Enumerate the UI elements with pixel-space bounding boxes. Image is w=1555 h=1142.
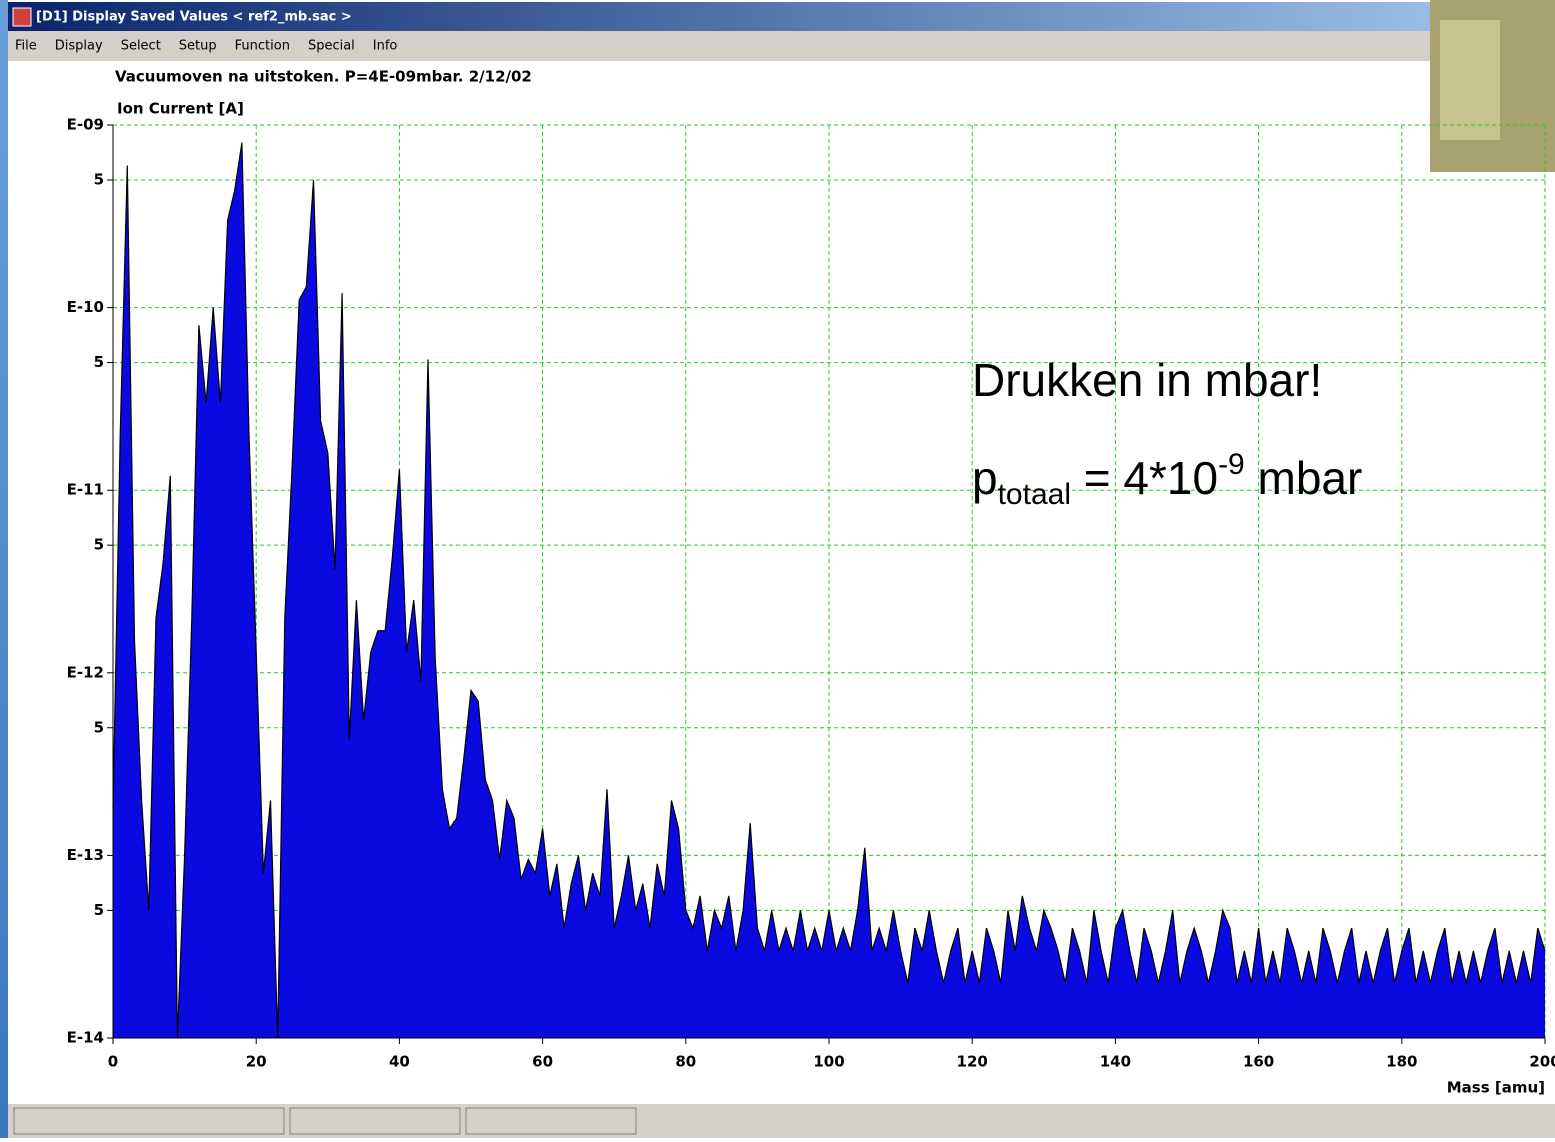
x-tick-label: 120: [957, 1053, 988, 1071]
x-tick-label: 0: [108, 1053, 118, 1071]
menu-item[interactable]: Special: [308, 39, 355, 54]
y-tick-label: 5: [94, 901, 104, 919]
window-icon: [13, 8, 31, 26]
y-tick-label: E-09: [67, 116, 104, 134]
annotation: Drukken in mbar!: [972, 354, 1322, 406]
annotation-part: = 4*10: [1071, 452, 1218, 504]
y-tick-label: E-11: [67, 481, 104, 499]
x-axis-label: Mass [amu]: [1447, 1079, 1545, 1097]
y-tick-label: 5: [94, 536, 104, 554]
x-tick-label: 160: [1243, 1053, 1274, 1071]
y-tick-label: E-12: [67, 663, 104, 681]
photo-detail: [1440, 20, 1500, 140]
annotation-subscript: totaal: [998, 478, 1071, 511]
annotation-superscript: -9: [1218, 448, 1245, 481]
window-title: [D1] Display Saved Values < ref2_mb.sac …: [36, 10, 352, 25]
status-bar: [8, 1104, 1555, 1138]
annotation-part: p: [972, 452, 998, 504]
x-tick-label: 140: [1100, 1053, 1131, 1071]
x-tick-label: 80: [675, 1053, 696, 1071]
menu-item[interactable]: Info: [373, 39, 398, 54]
x-tick-label: 200: [1529, 1053, 1555, 1071]
y-axis-label: Ion Current [A]: [117, 100, 244, 118]
screen: [D1] Display Saved Values < ref2_mb.sac …: [0, 0, 1555, 1138]
y-tick-label: 5: [94, 718, 104, 736]
y-tick-label: 5: [94, 170, 104, 188]
x-tick-label: 20: [246, 1053, 267, 1071]
y-tick-label: E-14: [67, 1029, 104, 1047]
annotation-part: mbar: [1245, 452, 1363, 504]
menu-item[interactable]: Display: [55, 39, 103, 54]
y-tick-label: E-10: [67, 298, 104, 316]
x-tick-label: 180: [1386, 1053, 1417, 1071]
y-tick-label: 5: [94, 353, 104, 371]
chart-title: Vacuumoven na uitstoken. P=4E-09mbar. 2/…: [115, 68, 532, 86]
menu-item[interactable]: File: [15, 39, 37, 54]
menu-item[interactable]: Select: [121, 39, 161, 54]
x-tick-label: 60: [532, 1053, 553, 1071]
y-tick-label: E-13: [67, 846, 104, 864]
menu-item[interactable]: Setup: [179, 39, 217, 54]
x-tick-label: 100: [813, 1053, 844, 1071]
x-tick-label: 40: [389, 1053, 410, 1071]
menu-item[interactable]: Function: [235, 39, 290, 54]
